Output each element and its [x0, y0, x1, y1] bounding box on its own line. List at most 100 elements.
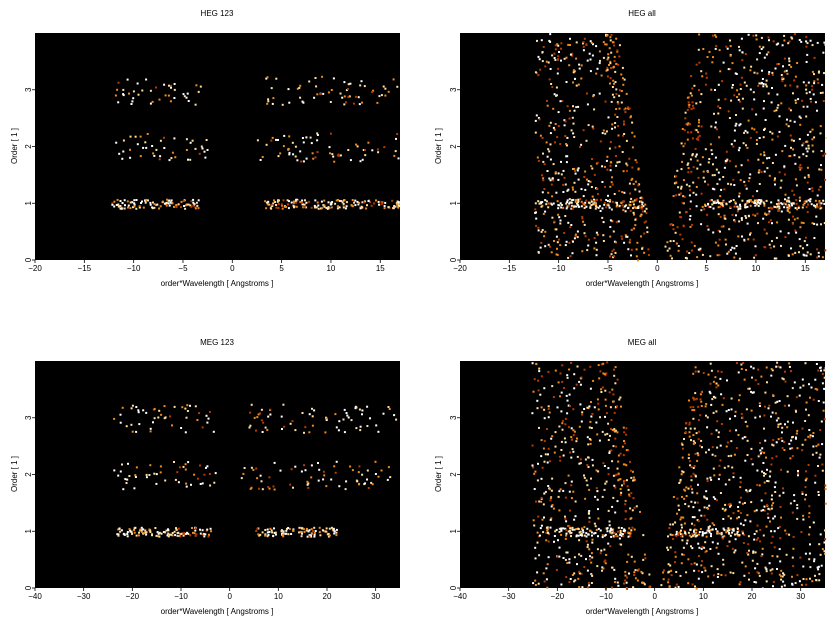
density-cell	[553, 535, 556, 537]
density-cell	[128, 528, 131, 531]
density-cell	[284, 205, 287, 208]
density-cell	[806, 53, 809, 56]
density-cell	[608, 200, 611, 203]
density-cell	[559, 202, 562, 205]
density-cell	[796, 574, 799, 577]
density-cell	[567, 188, 570, 191]
density-cell	[801, 99, 804, 102]
density-cell	[793, 499, 796, 502]
x-tick-label: 10	[326, 264, 335, 273]
density-cell	[773, 110, 776, 113]
density-cell	[634, 218, 637, 221]
density-cell	[625, 427, 628, 430]
density-cell	[701, 545, 704, 548]
density-cell	[604, 533, 607, 536]
density-cell	[597, 193, 599, 195]
density-cell	[693, 409, 696, 412]
density-cell	[715, 168, 718, 171]
density-cell	[726, 252, 729, 255]
density-cell	[132, 97, 135, 100]
density-cell	[746, 514, 749, 517]
density-cell	[604, 100, 607, 103]
density-cell	[195, 533, 198, 536]
density-cell	[119, 530, 122, 533]
density-cell	[578, 586, 581, 589]
y-tick-label: 0	[449, 257, 458, 262]
density-cell	[541, 229, 544, 231]
density-cell	[773, 257, 776, 260]
density-cell	[603, 560, 606, 563]
density-cell	[688, 421, 691, 424]
density-cell	[630, 248, 633, 251]
density-cell	[618, 204, 621, 207]
density-cell	[548, 177, 551, 180]
x-tick-label: −40	[453, 592, 467, 601]
density-cell	[737, 208, 740, 211]
density-cell	[173, 137, 176, 140]
density-cell	[119, 421, 122, 424]
density-cell	[138, 205, 141, 208]
density-cell	[675, 242, 678, 245]
density-cell	[580, 143, 583, 146]
density-cell	[586, 406, 589, 409]
density-cell	[607, 204, 610, 207]
density-cell	[355, 427, 358, 430]
density-cell	[558, 455, 561, 458]
density-cell	[805, 254, 808, 257]
density-cell	[209, 527, 212, 530]
density-cell	[821, 382, 824, 385]
density-cell	[608, 206, 611, 209]
density-cell	[774, 491, 777, 493]
density-cell	[770, 507, 773, 510]
density-cell	[819, 207, 822, 210]
density-cell	[754, 379, 757, 382]
density-cell	[597, 535, 599, 538]
density-cell	[622, 83, 625, 86]
density-cell	[591, 458, 594, 461]
density-cell	[323, 474, 326, 477]
density-cell	[697, 248, 700, 251]
density-cell	[670, 569, 673, 572]
density-cell	[629, 209, 632, 212]
density-cell	[804, 420, 807, 422]
density-cell	[635, 206, 638, 209]
density-cell	[634, 206, 637, 209]
density-cell	[301, 201, 303, 204]
density-cell	[203, 150, 206, 153]
density-cell	[639, 215, 642, 218]
density-cell	[586, 249, 589, 252]
density-cell	[738, 49, 741, 52]
density-cell	[771, 87, 773, 89]
density-cell	[607, 439, 610, 441]
density-cell	[729, 248, 732, 251]
density-cell	[724, 503, 727, 506]
density-cell	[597, 402, 600, 405]
density-cell	[162, 531, 165, 533]
density-cell	[550, 83, 553, 85]
density-cell	[570, 535, 572, 538]
density-cell	[669, 564, 672, 567]
density-cell	[266, 528, 269, 531]
density-cell	[691, 516, 694, 519]
density-cell	[577, 178, 580, 181]
density-cell	[766, 512, 769, 515]
x-tick-label: 15	[376, 264, 385, 273]
density-cell	[549, 132, 552, 135]
density-cell	[628, 534, 631, 537]
density-cell	[711, 453, 714, 456]
density-cell	[203, 473, 206, 476]
density-cell	[133, 531, 136, 534]
density-cell	[168, 533, 171, 536]
density-cell	[565, 161, 568, 164]
density-cell	[691, 154, 694, 157]
density-cell	[610, 208, 613, 211]
density-cell	[771, 443, 774, 446]
density-cell	[810, 203, 813, 206]
density-cell	[566, 374, 569, 377]
density-cell	[736, 362, 738, 365]
density-cell	[629, 460, 631, 463]
density-cell	[780, 569, 783, 572]
density-cell	[742, 542, 745, 544]
density-cell	[604, 185, 606, 188]
density-cell	[626, 560, 629, 563]
